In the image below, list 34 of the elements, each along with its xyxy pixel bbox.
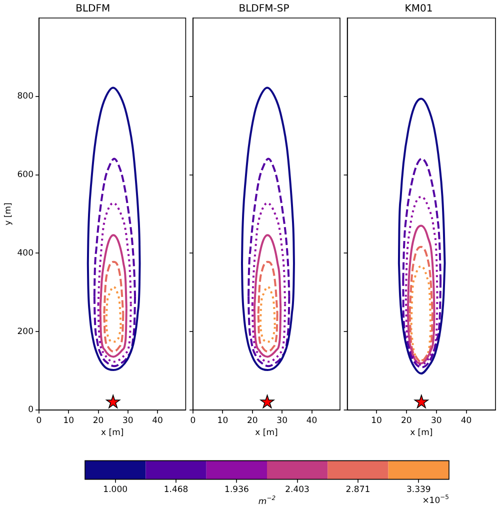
y-axis-title: y [m] <box>3 202 14 226</box>
y-tick-label: 600 <box>17 170 34 180</box>
x-tick-label: 40 <box>460 416 472 426</box>
x-tick-label: 20 <box>401 416 412 426</box>
text: ×10$^{−5}$ <box>422 493 449 506</box>
y-tick-label: 200 <box>17 326 34 337</box>
chart-title: BLDFM <box>76 4 110 15</box>
x-tick-label: 10 <box>217 416 228 426</box>
x-tick-label: 20 <box>246 416 258 426</box>
x-tick-label: 0 <box>36 416 42 426</box>
y-tick-label: 800 <box>17 92 34 102</box>
y-tick-label: 400 <box>17 248 34 258</box>
x-axis-title: x [m] <box>255 428 278 438</box>
color-bar-label: 3.339 <box>406 485 431 496</box>
color-bar-title: m$^{−2}$ <box>258 494 276 508</box>
x-axis-title: x [m] <box>410 428 433 438</box>
x-tick-label: 10 <box>371 416 382 426</box>
chart-title: KM01 <box>404 4 433 15</box>
x-tick-label: 40 <box>152 416 163 426</box>
color-bar-label: 1.000 <box>103 485 128 496</box>
color-bar-label: 1.468 <box>164 485 188 496</box>
x-axis-title: x [m] <box>101 428 124 438</box>
x-tick-label: 10 <box>63 416 74 426</box>
color-bar-label: 1.936 <box>224 485 249 496</box>
x-tick-label: 30 <box>430 416 442 426</box>
x-tick-label: 30 <box>276 416 288 426</box>
chart-title: BLDFM-SP <box>238 4 290 15</box>
x-tick-label: 40 <box>306 416 318 426</box>
x-tick-label: 0 <box>190 416 196 426</box>
y-tick-label: 0 <box>28 405 34 416</box>
x-tick-label: 20 <box>92 416 104 426</box>
x-tick-label: 30 <box>122 416 134 426</box>
color-bar-label: 2.403 <box>285 485 310 496</box>
color-bar-label: 2.871 <box>346 485 370 496</box>
